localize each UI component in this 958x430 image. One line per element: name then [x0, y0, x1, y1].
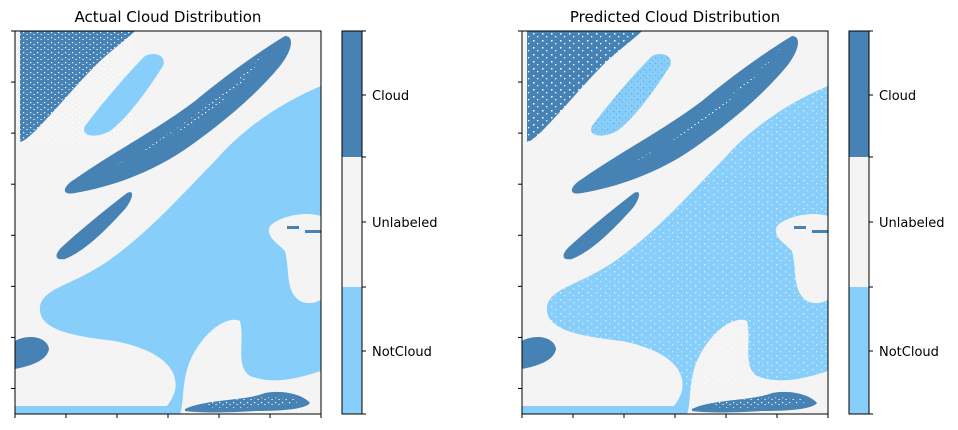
- actual-map: [14, 30, 322, 415]
- colorbar-label-notcloud: NotCloud: [372, 345, 432, 360]
- unlabeled-patch: [268, 214, 321, 304]
- actual-panel: Actual Cloud Distribution: [11, 8, 437, 418]
- actual-title: Actual Cloud Distribution: [75, 8, 262, 26]
- notcloud-streak-noise: [591, 54, 671, 136]
- predicted-map: [521, 30, 829, 415]
- colorbar-unlabeled: [849, 157, 869, 287]
- cloud-band-small: [56, 192, 133, 260]
- cloud-blob-left: [15, 337, 49, 369]
- cloud-fragment: [287, 226, 299, 229]
- notcloud-streak: [84, 54, 164, 136]
- predicted-axis-ticks: [518, 30, 829, 418]
- predicted-panel: Predicted Cloud Distribution: [518, 8, 944, 418]
- cloud-texture: [527, 31, 642, 142]
- actual-axis-ticks: [11, 30, 322, 418]
- colorbar-label-cloud: Cloud: [372, 89, 409, 104]
- notcloud-noise: [546, 86, 828, 391]
- cloud-blob-left: [522, 337, 556, 369]
- cloud-band-main: [571, 36, 799, 194]
- notcloud-strip: [522, 406, 687, 414]
- cloud-fragment: [794, 226, 806, 229]
- cloud-band-main: [64, 36, 292, 194]
- unlabeled-patch: [775, 214, 828, 304]
- actual-colorbar: Cloud Unlabeled NotCloud: [341, 30, 437, 415]
- notcloud-region: [39, 86, 321, 414]
- predicted-title: Predicted Cloud Distribution: [570, 8, 780, 26]
- colorbar-label-unlabeled: Unlabeled: [372, 216, 437, 231]
- cloud-fragment: [305, 230, 321, 233]
- notcloud-strip: [15, 406, 180, 414]
- colorbar-notcloud: [342, 287, 362, 414]
- colorbar-label-cloud: Cloud: [879, 89, 916, 104]
- cloud-strip-texture: [712, 397, 812, 408]
- predicted-colorbar: Cloud Unlabeled NotCloud: [848, 30, 944, 415]
- colorbar-cloud: [849, 31, 869, 157]
- colorbar-unlabeled: [342, 157, 362, 287]
- colorbar-notcloud: [849, 287, 869, 414]
- colorbar-label-notcloud: NotCloud: [879, 345, 939, 360]
- colorbar-label-unlabeled: Unlabeled: [879, 216, 944, 231]
- colorbar-cloud: [342, 31, 362, 157]
- cloud-band-small: [563, 192, 640, 260]
- cloud-fragment: [812, 230, 828, 233]
- cloud-strip-texture: [205, 397, 305, 408]
